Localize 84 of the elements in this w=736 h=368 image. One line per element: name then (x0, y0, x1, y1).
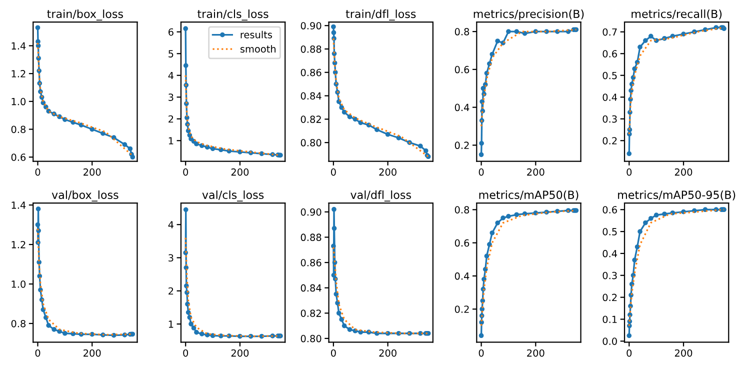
y-tick-label: 1.0 (12, 280, 26, 288)
y-tick-label: 0.84 (300, 92, 322, 100)
chart-title: train/dfl_loss (346, 9, 416, 21)
y-tick-label: 0.88 (300, 45, 322, 53)
y-tick-label: 0.6 (11, 154, 26, 161)
chart-title: metrics/precision(B) (474, 9, 584, 20)
y-tick-label: 0.8 (11, 320, 26, 328)
y-tick-label: 1.0 (12, 98, 26, 106)
y-tick-label: 0.4 (602, 94, 618, 101)
y-tick-label: 0.0 (602, 338, 617, 345)
x-tick-label: 200 (84, 349, 101, 357)
x-tick-label: 200 (527, 168, 544, 176)
y-tick-label: 0.1 (602, 316, 617, 324)
x-tick-label: 0 (330, 168, 336, 176)
x-tick-label: 200 (231, 168, 249, 176)
x-tick-label: 0 (35, 168, 40, 176)
y-tick-label: 0.80 (300, 139, 322, 146)
y-tick-label: 6 (168, 28, 174, 36)
x-tick-label: 200 (379, 168, 396, 176)
chart-title: metrics/mAP50(B) (479, 190, 578, 200)
y-tick-label: 1.2 (12, 70, 26, 78)
y-tick-label: 1.4 (12, 202, 26, 209)
x-tick-label: 0 (183, 168, 188, 176)
y-tick-label: 0.5 (602, 228, 617, 236)
y-tick-label: 0.82 (300, 310, 321, 317)
y-tick-label: 3 (168, 94, 174, 101)
y-tick-label: 0.7 (602, 28, 617, 36)
y-tick-label: 0.8 (454, 206, 470, 214)
legend-label: results (240, 30, 272, 38)
y-tick-label: 5 (168, 50, 174, 58)
x-tick-label: 200 (379, 349, 396, 357)
x-tick-label: 0 (626, 349, 632, 357)
chart-title: train/box_loss (47, 9, 123, 21)
y-tick-label: 0.4 (454, 104, 470, 112)
x-tick-label: 200 (674, 168, 692, 176)
x-tick-label: 200 (231, 349, 249, 357)
x-tick-label: 0 (35, 349, 40, 357)
y-tick-label: 0.6 (602, 206, 617, 214)
y-tick-label: 0.2 (454, 142, 469, 150)
y-tick-label: 0.2 (602, 137, 617, 144)
x-tick-label: 0 (183, 349, 188, 357)
y-tick-label: 0.88 (300, 234, 322, 242)
x-tick-label: 0 (478, 349, 484, 357)
y-tick-label: 0.3 (602, 115, 617, 123)
y-tick-label: 0.80 (300, 334, 322, 342)
chart-title: val/box_loss (52, 190, 118, 202)
y-tick-label: 4 (168, 221, 174, 228)
x-tick-label: 200 (674, 349, 692, 357)
y-tick-label: 0.86 (300, 68, 322, 76)
y-tick-label: 0.2 (602, 294, 617, 302)
x-tick-label: 200 (527, 349, 544, 357)
y-tick-label: 0.8 (11, 126, 26, 134)
y-tick-label: 0.4 (602, 250, 618, 258)
chart-title: metrics/mAP50-95(B) (618, 190, 736, 200)
y-tick-label: 1.2 (12, 240, 26, 248)
y-tick-label: 0.4 (454, 272, 470, 280)
y-tick-label: 3 (168, 254, 174, 262)
x-tick-label: 0 (330, 349, 336, 357)
chart-title: val/cls_loss (202, 190, 264, 202)
y-tick-label: 0.6 (454, 239, 470, 247)
y-tick-label: 0.84 (300, 284, 322, 292)
chart-title: val/dfl_loss (350, 190, 411, 202)
y-tick-label: 1.4 (12, 42, 26, 50)
y-tick-label: 1 (168, 320, 174, 328)
x-tick-label: 0 (626, 168, 632, 176)
chart-title: train/cls_loss (198, 9, 268, 21)
y-tick-label: 0.6 (602, 50, 617, 58)
y-tick-label: 0.3 (602, 272, 617, 280)
y-tick-label: 2 (168, 287, 174, 295)
y-tick-label: 0.2 (454, 306, 469, 313)
chart-title: metrics/recall(B) (632, 9, 722, 20)
y-tick-label: 2 (168, 115, 174, 123)
y-tick-label: 0.8 (454, 28, 470, 36)
y-tick-label: 0.6 (454, 66, 470, 74)
x-tick-label: 200 (84, 168, 101, 176)
y-tick-label: 0.90 (300, 22, 322, 30)
y-tick-label: 0.82 (300, 116, 321, 123)
y-tick-label: 0.90 (300, 208, 322, 216)
y-tick-label: 0.5 (602, 72, 617, 80)
y-tick-label: 4 (168, 72, 174, 80)
y-tick-label: 1 (168, 137, 174, 144)
legend-label: smooth (240, 45, 276, 53)
y-tick-label: 0.86 (300, 258, 322, 266)
x-tick-label: 0 (478, 168, 484, 176)
